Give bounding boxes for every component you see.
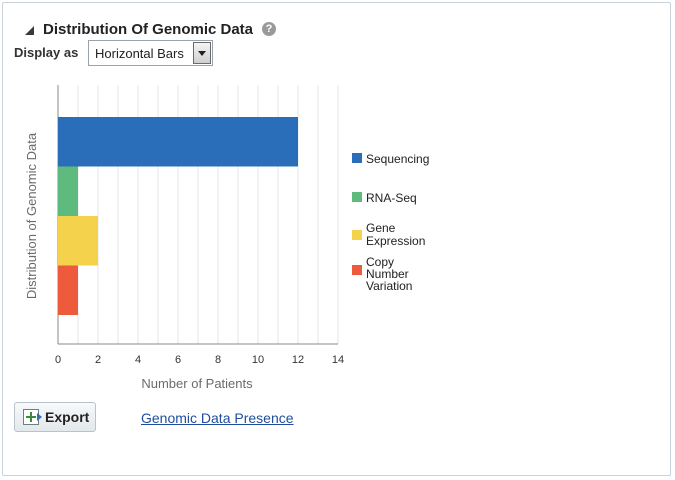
legend-label: RNA-Seq — [366, 191, 417, 205]
genomic-data-panel: Distribution Of Genomic Data ? — [2, 2, 671, 476]
display-as-select[interactable]: Horizontal Bars — [88, 40, 213, 66]
x-tick-labels: 0 2 4 6 8 10 12 14 — [55, 354, 344, 366]
export-button[interactable]: Export — [14, 402, 96, 432]
x-tick-label: 14 — [332, 354, 344, 366]
help-icon[interactable]: ? — [262, 22, 277, 36]
legend-label: Variation — [366, 279, 412, 293]
display-as-value: Horizontal Bars — [95, 45, 184, 61]
legend-label: Expression — [366, 234, 425, 248]
genomic-bar-chart: 0 2 4 6 8 10 12 14 Sequencing RNA-Seq GeneExpress… — [24, 85, 429, 391]
chevron-down-icon[interactable] — [193, 42, 211, 64]
legend-label: Sequencing — [366, 152, 429, 166]
x-tick-label: 10 — [252, 354, 264, 366]
x-tick-label: 4 — [135, 354, 141, 366]
legend-label: Gene — [366, 221, 396, 235]
legend-swatch — [352, 153, 362, 163]
genomic-data-presence-link[interactable]: Genomic Data Presence — [141, 410, 294, 426]
x-tick-label: 6 — [175, 354, 181, 366]
bar-sequencing[interactable] — [58, 117, 298, 167]
legend-label: Number — [366, 267, 409, 281]
bar-gene-expression[interactable] — [58, 216, 98, 266]
x-tick-label: 0 — [55, 354, 61, 366]
export-button-label: Export — [45, 409, 90, 425]
legend-swatch — [352, 192, 362, 202]
x-tick-label: 12 — [292, 354, 304, 366]
bar-rna-seq[interactable] — [58, 166, 78, 217]
x-tick-label: 8 — [215, 354, 221, 366]
collapse-triangle-icon[interactable] — [25, 25, 34, 35]
display-as-label: Display as — [14, 45, 79, 60]
legend-label: Copy — [366, 255, 394, 269]
bar-copy-number-variation[interactable] — [58, 265, 78, 316]
x-tick-label: 2 — [95, 354, 101, 366]
x-axis-label: Number of Patients — [141, 376, 253, 391]
export-icon — [23, 409, 42, 425]
panel-title: Distribution Of Genomic Data — [43, 20, 254, 38]
y-axis-label: Distribution of Genomic Data — [24, 132, 39, 299]
legend-swatch — [352, 265, 362, 275]
legend-swatch — [352, 230, 362, 240]
panel-header: Distribution Of Genomic Data ? — [25, 19, 277, 39]
chart-bars — [58, 117, 298, 315]
